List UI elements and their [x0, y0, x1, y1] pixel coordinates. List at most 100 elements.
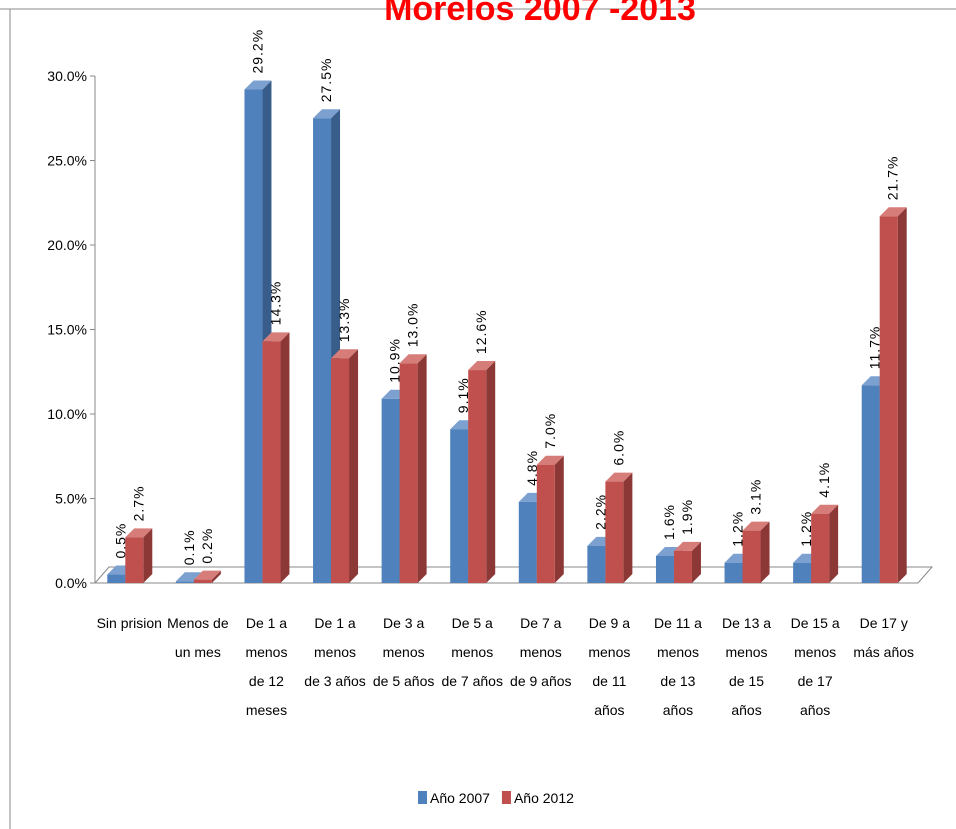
data-label: 4.8% — [524, 450, 540, 486]
bar — [175, 581, 194, 583]
x-tick-label: Menos de — [167, 615, 229, 631]
x-tick-label: menos — [726, 644, 768, 660]
x-tick-label: menos — [451, 644, 493, 660]
x-tick-label: menos — [794, 644, 836, 660]
bar-top — [399, 354, 427, 364]
bar — [655, 555, 674, 583]
floor — [93, 566, 934, 584]
data-label: 4.1% — [816, 462, 832, 498]
bar-top — [262, 332, 290, 342]
data-label: 10.9% — [387, 338, 403, 383]
chart-title: Morelos 2007 -2013 — [384, 0, 696, 28]
bar-top — [742, 521, 770, 531]
y-tick-label: 5.0% — [55, 491, 87, 507]
data-label: 1.9% — [679, 499, 695, 535]
data-label: 14.3% — [267, 281, 283, 326]
bar — [262, 341, 281, 583]
bar-side — [211, 570, 221, 583]
bar-side — [691, 541, 701, 583]
y-tick-label: 0.0% — [55, 575, 87, 591]
bar-top — [605, 472, 633, 482]
x-tick-label: menos — [588, 644, 630, 660]
x-tick-label: De 11 a — [654, 615, 702, 631]
x-tick-label: menos — [657, 644, 699, 660]
x-tick-label: De 13 a — [722, 615, 771, 631]
data-label: 29.2% — [249, 29, 265, 74]
bar — [811, 513, 830, 583]
bar — [244, 89, 263, 584]
bar — [125, 537, 144, 583]
data-label: 11.7% — [867, 326, 883, 370]
bar-top — [536, 455, 564, 465]
x-tick-label: De 17 y — [860, 615, 908, 631]
x-tick-label: De 7 a — [520, 615, 561, 631]
data-label: 0.1% — [181, 529, 197, 565]
bar-side — [623, 472, 633, 583]
y-tick-label: 25.0% — [47, 153, 87, 169]
data-label: 9.1% — [455, 377, 471, 413]
data-label: 0.5% — [112, 523, 128, 559]
bar-top — [673, 541, 701, 551]
x-tick-label: de 11 — [592, 673, 626, 689]
x-tick-label: De 15 a — [791, 615, 840, 631]
bar-top — [244, 80, 272, 90]
data-label: 0.2% — [199, 528, 215, 564]
x-tick-label: De 1 a — [314, 615, 355, 631]
bar-top — [313, 109, 341, 119]
data-label: 6.0% — [610, 430, 626, 466]
bar — [468, 370, 487, 583]
bar — [450, 429, 469, 583]
bar — [742, 530, 761, 583]
legend-label: Año 2012 — [514, 790, 574, 806]
x-tick-label: de 13 — [660, 673, 695, 689]
bar — [673, 550, 692, 583]
bar-top — [811, 504, 839, 514]
bar-top — [468, 361, 496, 371]
bar — [536, 464, 555, 583]
bar — [861, 385, 880, 583]
x-tick-label: menos — [245, 644, 287, 660]
data-label: 2.2% — [592, 494, 608, 530]
x-tick-label: De 9 a — [589, 615, 630, 631]
bar-side — [554, 455, 564, 583]
bar-side — [829, 504, 839, 583]
bar — [193, 579, 212, 583]
x-tick-label: menos — [314, 644, 356, 660]
x-tick-label: años — [731, 702, 761, 718]
x-tick-label: De 3 a — [383, 615, 424, 631]
bar — [381, 398, 400, 583]
x-tick-label: de 9 años — [510, 673, 572, 689]
x-tick-label: De 1 a — [246, 615, 287, 631]
x-tick-label: de 3 años — [304, 673, 366, 689]
y-tick-label: 15.0% — [47, 322, 87, 338]
data-label: 27.5% — [318, 58, 334, 103]
y-tick-label: 10.0% — [47, 406, 87, 422]
bar — [605, 481, 624, 583]
bar-side — [143, 528, 153, 583]
x-tick-label: de 17 — [798, 673, 833, 689]
x-tick-label: menos — [520, 644, 562, 660]
bar — [399, 363, 418, 583]
data-label: 7.0% — [542, 413, 558, 449]
data-label: 21.7% — [885, 156, 901, 201]
bar-top — [193, 570, 221, 580]
x-tick-label: de 7 años — [441, 673, 503, 689]
legend-label: Año 2007 — [430, 790, 490, 806]
data-label: 1.2% — [798, 511, 814, 547]
data-label: 3.1% — [748, 479, 764, 515]
data-label: 1.2% — [730, 511, 746, 547]
bar — [107, 574, 126, 583]
x-tick-label: años — [594, 702, 624, 718]
x-tick-label: de 15 — [729, 673, 764, 689]
data-label: 13.3% — [336, 298, 352, 343]
bar-side — [760, 521, 770, 583]
data-label: 12.6% — [473, 309, 489, 354]
x-tick-label: años — [663, 702, 693, 718]
bar-side — [417, 354, 427, 583]
x-tick-label: meses — [246, 702, 287, 718]
bar-top — [879, 207, 907, 217]
data-label: 2.7% — [130, 485, 146, 521]
data-label: 13.0% — [405, 303, 421, 348]
x-tick-label: de 12 — [249, 673, 284, 689]
